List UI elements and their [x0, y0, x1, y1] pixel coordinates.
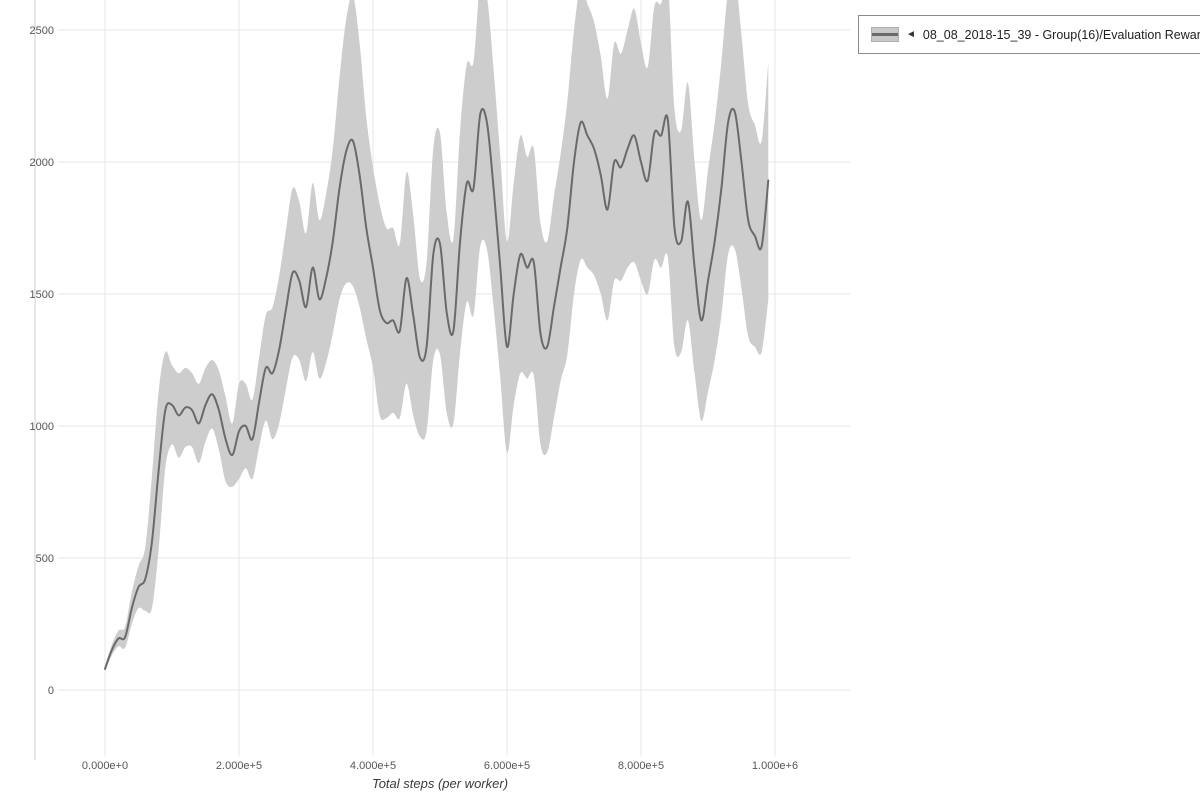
mean-line: [104, 107, 770, 670]
x-tick-label: 6.000e+5: [484, 760, 530, 772]
confidence-band: [105, 0, 769, 672]
x-tick-label: 0.000e+0: [82, 760, 128, 772]
legend-item[interactable]: ◄ 08_08_2018-15_39 - Group(16)/Evaluatio…: [871, 27, 1200, 42]
y-tick-label: 2500: [30, 25, 54, 37]
legend-collapse-icon[interactable]: ◄: [906, 28, 916, 40]
y-tick-label: 500: [36, 553, 54, 565]
legend: ◄ 08_08_2018-15_39 - Group(16)/Evaluatio…: [858, 15, 1200, 54]
y-tick-label: 2000: [30, 157, 54, 169]
x-tick-label: 1.000e+6: [752, 760, 798, 772]
y-tick-label: 1500: [30, 289, 54, 301]
x-tick-label: 8.000e+5: [618, 760, 664, 772]
legend-label: 08_08_2018-15_39 - Group(16)/Evaluation …: [922, 27, 1200, 42]
x-tick-label: 4.000e+5: [350, 760, 396, 772]
legend-swatch-line-icon: [872, 33, 898, 36]
x-axis-title: Total steps (per worker): [371, 776, 509, 791]
y-tick-label: 1000: [30, 421, 54, 433]
x-tick-label: 2.000e+5: [216, 760, 262, 772]
y-tick-label: 0: [48, 685, 54, 697]
legend-series-swatch: [871, 27, 899, 42]
